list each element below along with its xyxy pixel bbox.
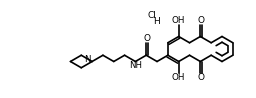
Text: Cl: Cl xyxy=(147,10,156,20)
Text: N: N xyxy=(84,55,91,64)
Text: OH: OH xyxy=(172,73,185,82)
Text: O: O xyxy=(198,16,205,25)
Text: OH: OH xyxy=(172,16,185,25)
Text: NH: NH xyxy=(129,62,142,70)
Text: O: O xyxy=(198,73,205,82)
Text: H: H xyxy=(154,16,160,25)
Text: O: O xyxy=(144,34,151,43)
